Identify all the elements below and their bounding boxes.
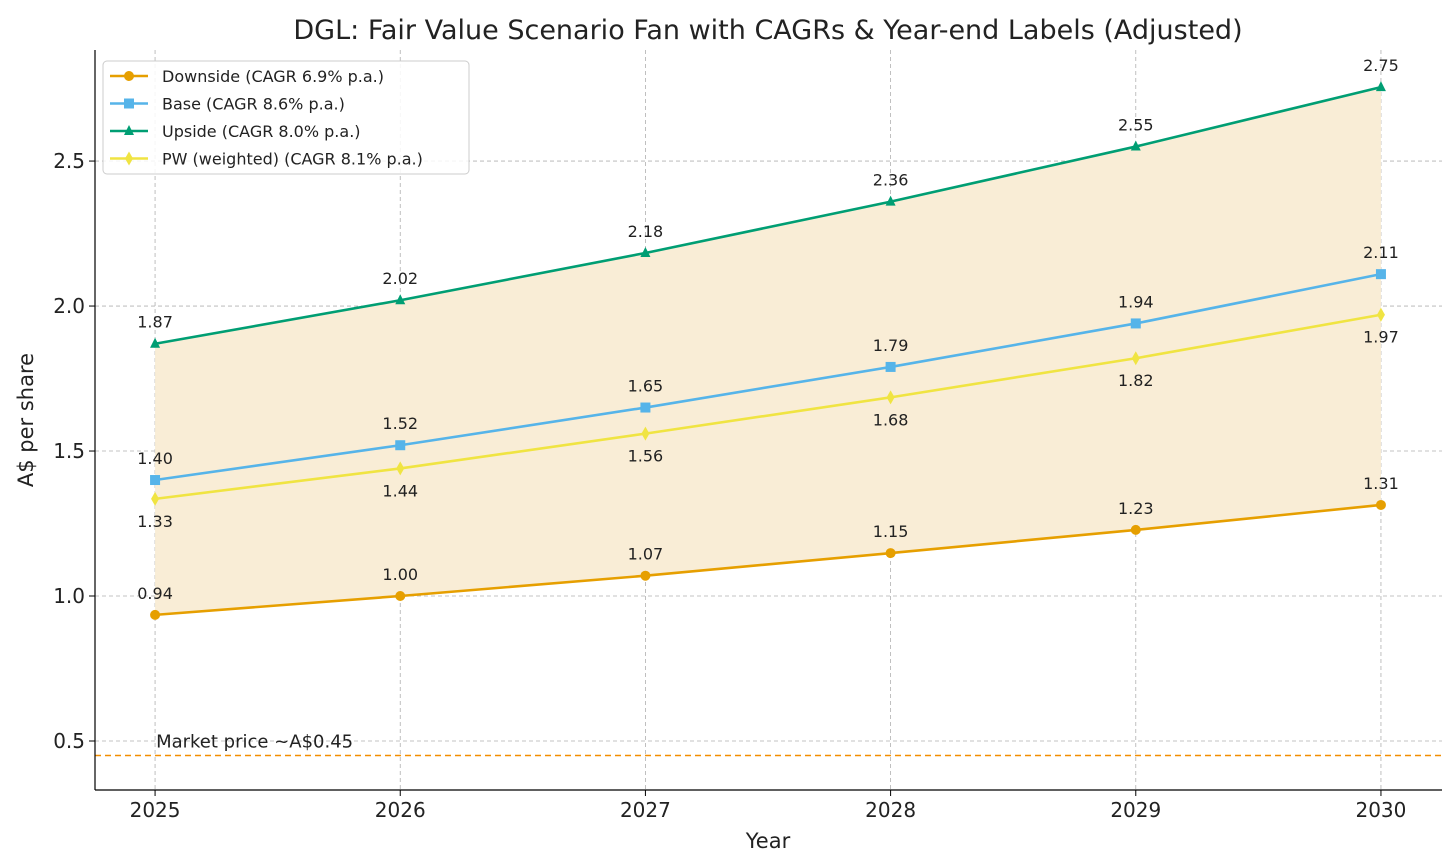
data-label: 1.40: [137, 449, 173, 468]
data-point: [1131, 351, 1140, 366]
data-label: 1.97: [1363, 328, 1399, 347]
legend-marker: [124, 125, 134, 135]
data-point: [395, 591, 406, 602]
data-point: [1130, 318, 1141, 329]
series-line: [154, 272, 1382, 482]
data-point: [641, 426, 650, 441]
y-tick-label: 1.5: [53, 439, 85, 463]
x-tick-label: 2028: [865, 798, 916, 822]
data-label: 2.11: [1363, 243, 1399, 262]
legend-label: Downside (CAGR 6.9% p.a.): [162, 67, 384, 86]
x-axis-label: Year: [745, 829, 791, 853]
data-label: 1.79: [873, 336, 909, 355]
series-line: [154, 85, 1382, 346]
data-point: [150, 337, 161, 348]
data-point: [1375, 269, 1386, 280]
data-point: [150, 475, 161, 486]
data-point: [1375, 499, 1386, 510]
data-label: 1.65: [628, 377, 664, 396]
data-point: [395, 440, 406, 451]
data-label: 1.94: [1118, 292, 1154, 311]
data-label: 1.23: [1118, 499, 1154, 518]
data-point: [150, 609, 161, 620]
series-base: [150, 269, 1386, 486]
data-label: 1.68: [873, 410, 909, 429]
fan-area: [155, 87, 1381, 615]
legend-label: PW (weighted) (CAGR 8.1% p.a.): [162, 150, 423, 169]
series-downside: [150, 499, 1386, 620]
x-tick-label: 2026: [375, 798, 426, 822]
data-label: 0.94: [137, 584, 173, 603]
data-label: 1.31: [1363, 474, 1399, 493]
y-tick-label: 2.5: [53, 149, 85, 173]
y-axis-label: A$ per share: [14, 353, 38, 487]
legend-item: PW (weighted) (CAGR 8.1% p.a.): [110, 150, 423, 169]
chart-title: DGL: Fair Value Scenario Fan with CAGRs …: [293, 15, 1242, 46]
market-price-label: Market price ~A$0.45: [156, 731, 353, 752]
y-tick-label: 1.0: [53, 584, 85, 608]
legend-item: Downside (CAGR 6.9% p.a.): [110, 67, 384, 86]
data-label: 2.02: [382, 269, 418, 288]
data-point: [640, 402, 651, 413]
data-label: 2.18: [628, 222, 664, 241]
legend: Downside (CAGR 6.9% p.a.) Base (CAGR 8.6%…: [102, 60, 470, 175]
series-pw: [151, 307, 1385, 506]
data-point: [395, 294, 406, 305]
data-label: 1.87: [137, 313, 173, 332]
legend-item: Upside (CAGR 8.0% p.a.): [110, 122, 361, 141]
data-label: 2.36: [873, 171, 909, 190]
data-point: [151, 491, 160, 506]
data-point: [1376, 307, 1385, 322]
data-label: 1.33: [137, 512, 173, 531]
data-label: 2.75: [1363, 56, 1399, 75]
series-lines: [150, 81, 1386, 620]
data-point: [1130, 524, 1141, 535]
data-label: 1.00: [382, 565, 418, 584]
data-label: 1.07: [628, 545, 664, 564]
data-label: 2.55: [1118, 116, 1154, 135]
y-tick-label: 2.0: [53, 294, 85, 318]
data-point: [1375, 81, 1386, 92]
data-label: 1.44: [382, 481, 418, 500]
x-tick-label: 2030: [1355, 798, 1406, 822]
data-label: 1.56: [628, 447, 664, 466]
y-tick-label: 0.5: [53, 729, 85, 753]
data-point: [886, 390, 895, 405]
data-point: [640, 570, 651, 581]
data-label: 1.15: [873, 522, 909, 541]
data-point: [1130, 140, 1141, 151]
data-point: [885, 195, 896, 206]
series-line: [154, 503, 1382, 617]
legend-label: Base (CAGR 8.6% p.a.): [162, 95, 345, 114]
legend-marker: [124, 71, 134, 81]
x-tick-label: 2029: [1110, 798, 1161, 822]
x-tick-label: 2027: [620, 798, 671, 822]
axes: 2025 2026 2027 2028 2029 2030 0.5 1.0 1.5 2.0 2.5: [53, 50, 1442, 822]
data-label: 1.82: [1118, 371, 1154, 390]
series-line: [154, 313, 1382, 501]
data-label: 1.52: [382, 414, 418, 433]
data-point: [396, 461, 405, 476]
data-point: [885, 548, 896, 559]
legend-marker: [124, 98, 134, 109]
legend-label: Upside (CAGR 8.0% p.a.): [162, 122, 361, 141]
legend-box: [102, 60, 470, 175]
data-point: [885, 361, 896, 372]
legend-item: Base (CAGR 8.6% p.a.): [110, 95, 345, 114]
x-tick-label: 2025: [130, 798, 181, 822]
series-upside: [150, 81, 1386, 348]
data-labels: 0.94 1.00 1.07 1.15 1.23 1.31 1.40 1.52 1.65 1.79…: [137, 56, 1399, 603]
data-point: [640, 246, 651, 257]
fan-fill: [155, 87, 1381, 615]
reference-line: Market price ~A$0.45: [95, 731, 1442, 757]
legend-marker: [125, 151, 133, 166]
